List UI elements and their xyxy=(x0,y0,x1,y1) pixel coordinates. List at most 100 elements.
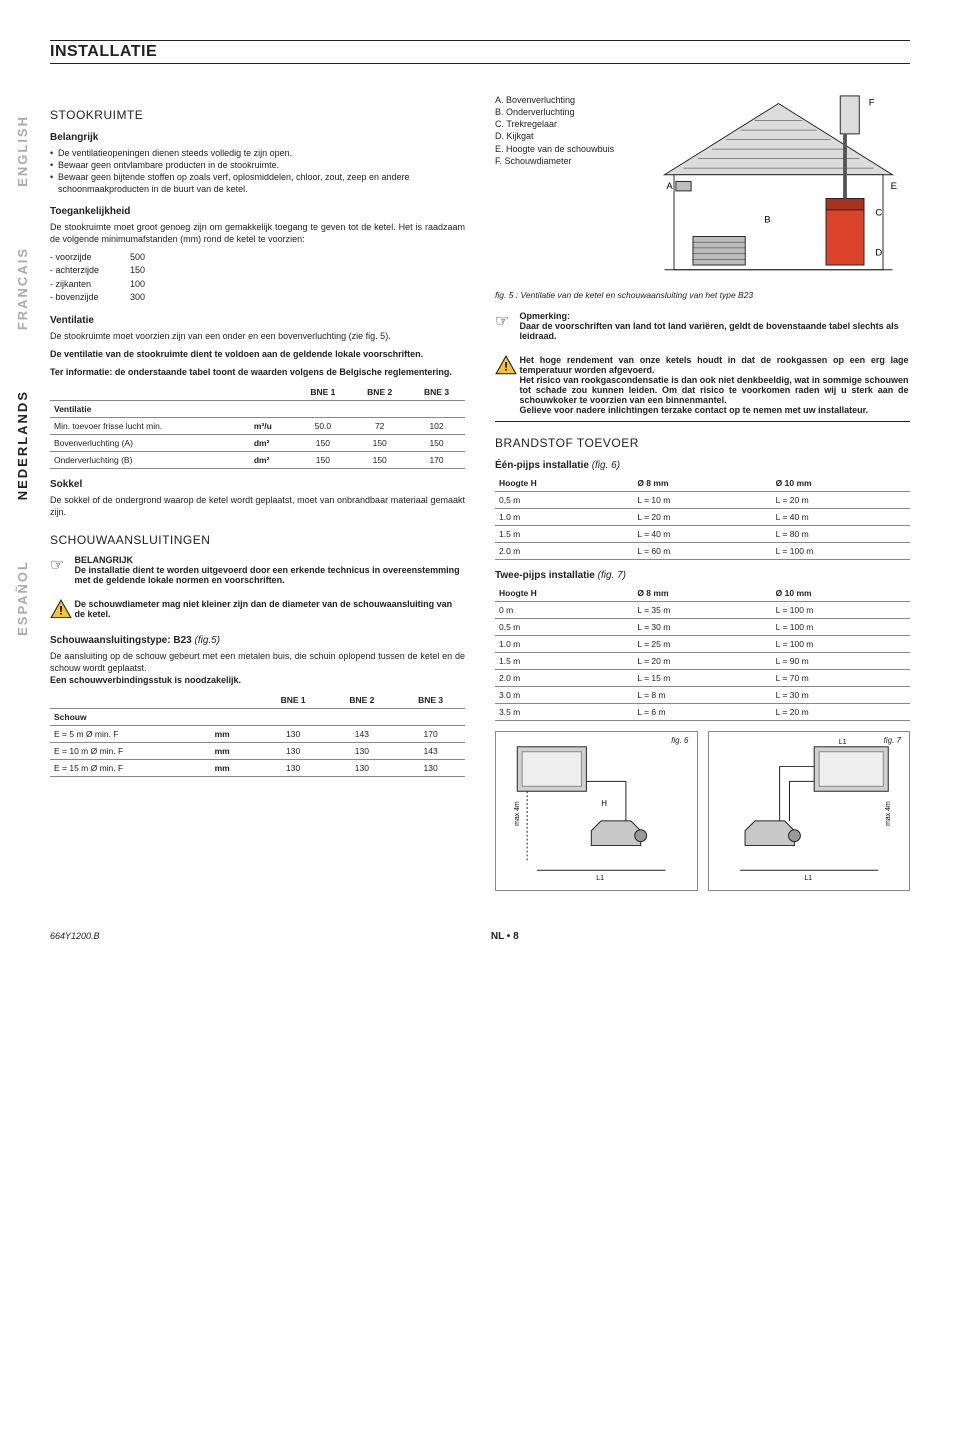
warning-icon: ! xyxy=(50,599,72,619)
table-row: 1.0 mL = 25 mL = 100 m xyxy=(495,636,910,653)
heading-eenpijps: Één-pijps installatie (fig. 6) xyxy=(495,460,910,471)
distance-list: - voorzijde500 - achterzijde150 - zijkan… xyxy=(50,251,465,305)
th: Ø 8 mm xyxy=(633,475,771,492)
svg-text:L1: L1 xyxy=(596,876,604,883)
th xyxy=(211,692,259,709)
table-tweepijps: Hoogte H Ø 8 mm Ø 10 mm 0 mL = 35 mL = 1… xyxy=(495,585,910,721)
dist-label: - bovenzijde xyxy=(50,291,130,305)
table-row: 1.0 mL = 20 mL = 40 m xyxy=(495,509,910,526)
table-row: 0.5 mL = 30 mL = 100 m xyxy=(495,619,910,636)
heading-b23: Schouwaansluitingstype: B23 (fig.5) xyxy=(50,635,465,646)
dist-label: - voorzijde xyxy=(50,251,130,265)
table-row: E = 10 m Ø min. Fmm130130143 xyxy=(50,742,465,759)
lang-tab-english: ENGLISH xyxy=(10,100,35,202)
table-row: 3.0 mL = 8 mL = 30 m xyxy=(495,687,910,704)
th: Ø 8 mm xyxy=(633,585,771,602)
table-row: 0 mL = 35 mL = 100 m xyxy=(495,602,910,619)
list-item: Bewaar geen bijtende stoffen op zoals ve… xyxy=(50,171,465,195)
note-belangrijk: ☞ BELANGRIJK De installatie dient te wor… xyxy=(50,555,465,585)
fig-label: fig. 6 xyxy=(671,736,688,745)
legend-item: B. Onderverluchting xyxy=(495,106,635,118)
heading-ventilatie: Ventilatie xyxy=(50,315,465,326)
dist-value: 150 xyxy=(130,264,145,278)
table-ventilatie: BNE 1 BNE 2 BNE 3 Ventilatie Min. toevoe… xyxy=(50,384,465,469)
note-title: Opmerking: xyxy=(520,311,571,321)
th xyxy=(50,384,250,401)
list-item: De ventilatieopeningen dienen steeds vol… xyxy=(50,147,465,159)
warning-rendement: ! Het hoge rendement van onze ketels hou… xyxy=(495,355,910,415)
para-ventilatie-info: Ter informatie: de onderstaande tabel to… xyxy=(50,366,465,378)
table-category: Ventilatie xyxy=(50,401,465,418)
list-item: Bewaar geen ontvlambare producten in de … xyxy=(50,159,465,171)
legend-item: E. Hoogte van de schouwbuis xyxy=(495,143,635,155)
svg-text:L1: L1 xyxy=(838,739,846,746)
legend-item: C. Trekregelaar xyxy=(495,118,635,130)
svg-text:B: B xyxy=(764,214,770,225)
heading-sokkel: Sokkel xyxy=(50,479,465,490)
th: BNE 2 xyxy=(351,384,408,401)
th xyxy=(50,692,211,709)
lang-tab-nederlands: NEDERLANDS xyxy=(10,375,35,515)
footer-code: 664Y1200.B xyxy=(50,931,100,942)
table-schouw: BNE 1 BNE 2 BNE 3 Schouw E = 5 m Ø min. … xyxy=(50,692,465,777)
svg-text:H: H xyxy=(601,800,607,809)
para-ventilatie: De stookruimte moet voorzien zijn van ee… xyxy=(50,330,465,342)
lang-tab-francais: FRANCAIS xyxy=(10,232,35,345)
lang-tab-espanol: ESPAÑOL xyxy=(10,545,35,651)
table-row: E = 15 m Ø min. Fmm130130130 xyxy=(50,759,465,776)
table-row: E = 5 m Ø min. Fmm130143170 xyxy=(50,725,465,742)
belangrijk-list: De ventilatieopeningen dienen steeds vol… xyxy=(50,147,465,196)
note-text: Daar de voorschriften van land tot land … xyxy=(520,321,899,341)
legend-item: D. Kijkgat xyxy=(495,130,635,142)
heading-stookruimte: STOOKRUIMTE xyxy=(50,108,465,122)
svg-text:!: ! xyxy=(504,360,508,374)
table-row: 2.0 mL = 15 mL = 70 m xyxy=(495,670,910,687)
table-row: 3.5 mL = 6 mL = 20 m xyxy=(495,704,910,721)
heading-tweepijps: Twee-pijps installatie (fig. 7) xyxy=(495,570,910,581)
dist-value: 100 xyxy=(130,278,145,292)
th: Ø 10 mm xyxy=(772,475,910,492)
heading-toegankelijkheid: Toegankelijkheid xyxy=(50,206,465,217)
page-footer: 664Y1200.B NL • 8 xyxy=(50,931,910,942)
dist-value: 300 xyxy=(130,291,145,305)
th xyxy=(250,384,295,401)
dist-value: 500 xyxy=(130,251,145,265)
pointing-hand-icon: ☞ xyxy=(495,311,517,331)
fig-label: fig. 7 xyxy=(884,736,901,745)
fig6-diagram: fig. 6 max 4m H L1 xyxy=(495,731,698,891)
para-ventilatie-bold: De ventilatie van de stookruimte dient t… xyxy=(50,348,465,360)
table-row: 0,5 mL = 10 mL = 20 m xyxy=(495,492,910,509)
para-b23: De aansluiting op de schouw gebeurt met … xyxy=(50,650,465,686)
right-column: A. Bovenverluchting B. Onderverluchting … xyxy=(495,94,910,891)
table-row: Min. toevoer frisse lucht min.m³/u50.072… xyxy=(50,418,465,435)
note-opmerking: ☞ Opmerking: Daar de voorschriften van l… xyxy=(495,311,910,341)
language-tabs: ENGLISH FRANCAIS NEDERLANDS ESPAÑOL xyxy=(10,100,35,651)
pointing-hand-icon: ☞ xyxy=(50,555,72,575)
footer-page: NL • 8 xyxy=(491,931,519,942)
legend-item: A. Bovenverluchting xyxy=(495,94,635,106)
table-row: Onderverluchting (B)dm²150150170 xyxy=(50,452,465,469)
fig7-diagram: fig. 7 max 4m H L1 L1 xyxy=(708,731,911,891)
svg-text:E: E xyxy=(891,181,897,192)
page-title: INSTALLATIE xyxy=(50,40,910,64)
table-row: Bovenverluchting (A)dm²150150150 xyxy=(50,435,465,452)
warning-text: De schouwdiameter mag niet kleiner zijn … xyxy=(75,599,464,619)
th: BNE 3 xyxy=(408,384,465,401)
heading-brandstof: BRANDSTOF TOEVOER xyxy=(495,436,910,450)
th: Ø 10 mm xyxy=(772,585,910,602)
house-diagram: F A B C D E xyxy=(647,94,910,286)
heading-schouwaansluitingen: SCHOUWAANSLUITINGEN xyxy=(50,533,465,547)
th: BNE 2 xyxy=(327,692,396,709)
svg-text:D: D xyxy=(875,248,882,259)
svg-text:F: F xyxy=(869,97,875,108)
svg-text:L1: L1 xyxy=(804,876,812,883)
heading-belangrijk: Belangrijk xyxy=(50,132,465,143)
svg-text:A: A xyxy=(666,181,673,192)
svg-text:!: ! xyxy=(59,603,63,617)
warning-diameter: ! De schouwdiameter mag niet kleiner zij… xyxy=(50,599,465,619)
dist-label: - zijkanten xyxy=(50,278,130,292)
para-toegankelijkheid: De stookruimte moet groot genoeg zijn om… xyxy=(50,221,465,245)
th: Hoogte H xyxy=(495,585,633,602)
para-sokkel: De sokkel of de ondergrond waarop de ket… xyxy=(50,494,465,518)
svg-text:max 4m: max 4m xyxy=(514,801,521,826)
